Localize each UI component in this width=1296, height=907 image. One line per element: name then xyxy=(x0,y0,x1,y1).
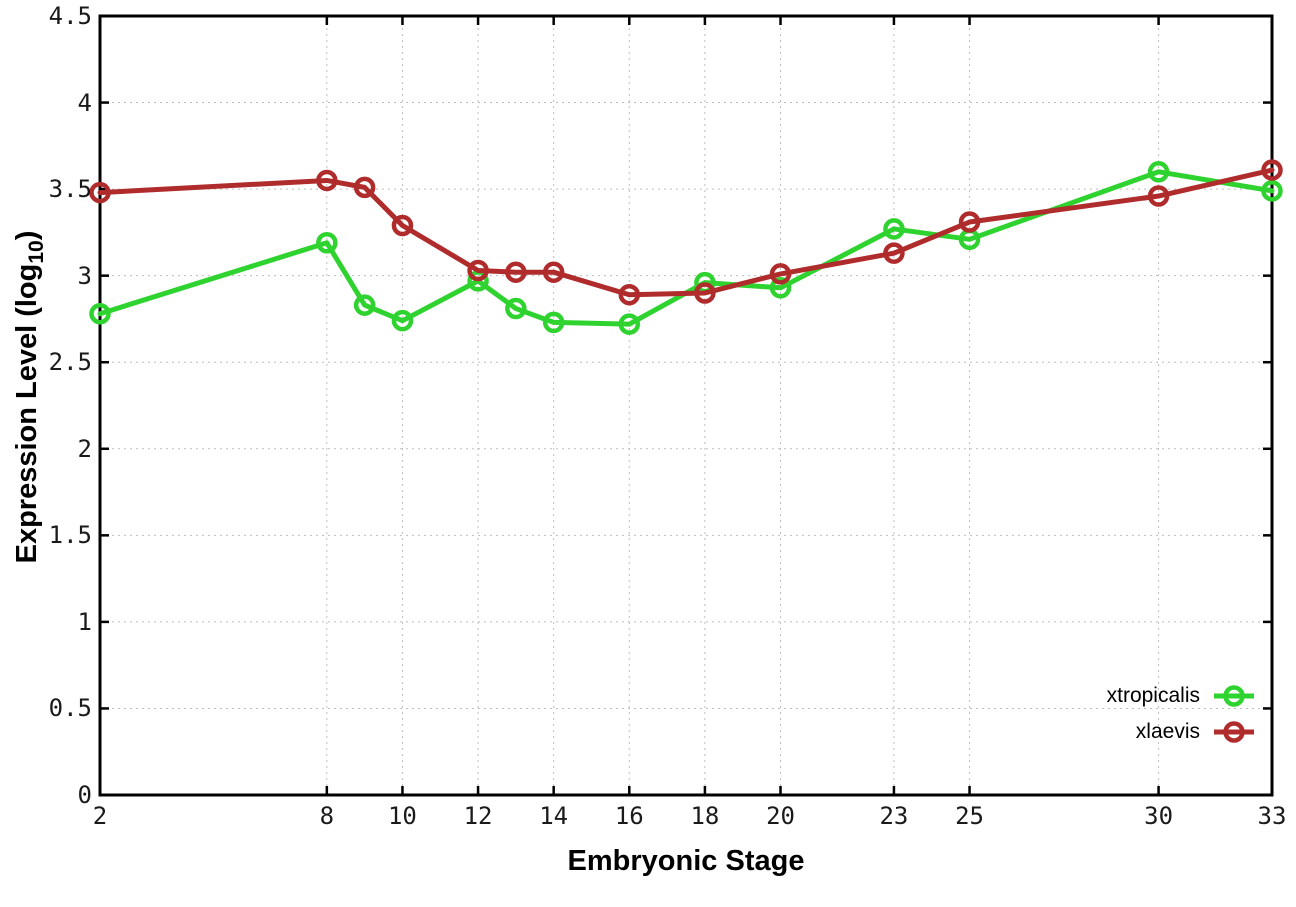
legend-sample-line-circle-icon xyxy=(1214,685,1254,707)
legend-sample-line-circle-icon xyxy=(1214,721,1254,743)
legend-label-xlaevis: xlaevis xyxy=(1135,720,1200,743)
data-point-xtropicalis xyxy=(618,313,641,335)
data-point-xtropicalis xyxy=(316,232,338,254)
x-axis-label: Embryonic Stage xyxy=(567,845,805,877)
data-point-xlaevis xyxy=(542,261,565,283)
data-point-xlaevis xyxy=(1147,185,1170,207)
data-point-xlaevis xyxy=(694,282,716,304)
data-point-xlaevis xyxy=(618,283,641,306)
y-axis-label-subscript: 10 xyxy=(25,240,48,264)
data-point-xtropicalis xyxy=(769,277,792,299)
plot-border xyxy=(98,14,1274,797)
y-axis-label: Expression Level (log10) xyxy=(11,231,49,564)
data-point-xlaevis xyxy=(316,169,338,192)
data-point-xtropicalis xyxy=(89,303,111,325)
data-point-xtropicalis xyxy=(391,309,414,332)
data-point-xlaevis xyxy=(505,261,527,283)
data-point-xtropicalis xyxy=(1261,180,1283,202)
data-point-xtropicalis xyxy=(542,311,565,334)
data-point-xlaevis xyxy=(883,242,905,264)
data-point-xlaevis xyxy=(958,211,981,233)
legend-item-xtropicalis: xtropicalis xyxy=(1107,678,1256,714)
y-axis-label-suffix: ) xyxy=(11,230,43,241)
data-point-xlaevis xyxy=(467,259,489,282)
data-point-xlaevis xyxy=(1261,159,1283,181)
data-point-xlaevis xyxy=(769,263,792,285)
data-point-xlaevis xyxy=(391,214,414,237)
data-point-xtropicalis xyxy=(353,294,376,316)
legend-label-xtropicalis: xtropicalis xyxy=(1106,684,1200,707)
data-point-xtropicalis xyxy=(1147,161,1170,183)
series-line-xtropicalis xyxy=(97,169,1275,327)
data-point-xlaevis xyxy=(353,176,376,199)
y-axis-label-text: Expression Level (log xyxy=(11,263,43,564)
legend: xtropicalis xlaevis xyxy=(1107,678,1256,750)
data-point-xlaevis xyxy=(89,181,111,204)
legend-item-xlaevis: xlaevis xyxy=(1136,714,1256,750)
data-point-xtropicalis xyxy=(505,297,527,320)
data-point-xtropicalis xyxy=(883,218,905,240)
